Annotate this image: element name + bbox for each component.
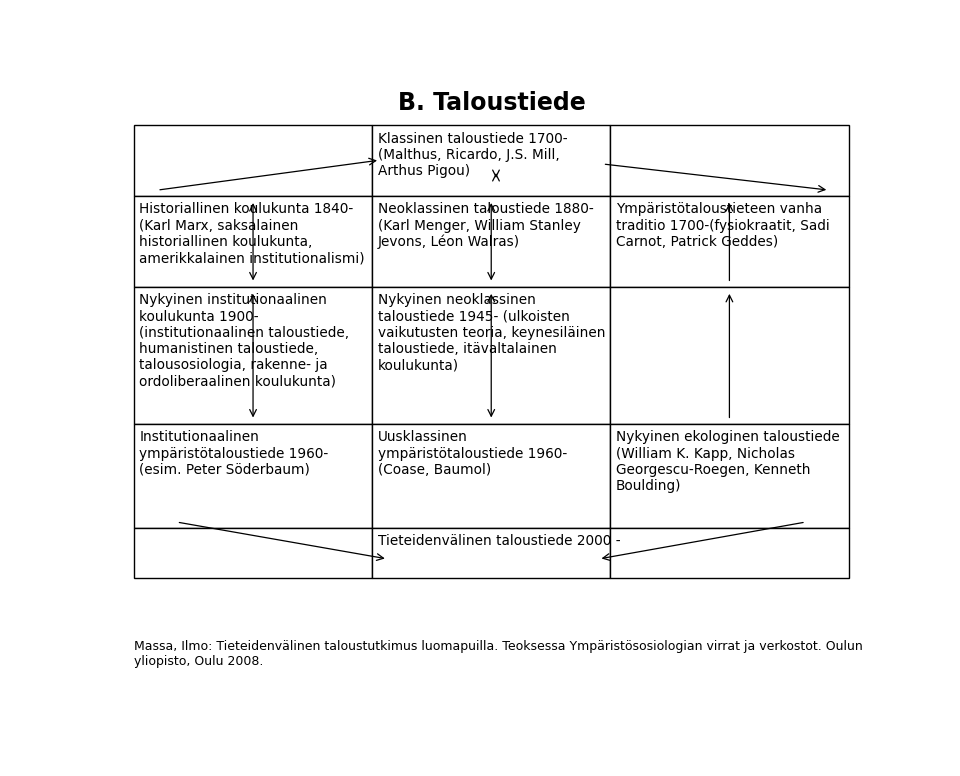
Bar	[372, 528, 611, 578]
Text: Nykyinen institutionaalinen
koulukunta 1900-
(institutionaalinen taloustiede,
hu: Nykyinen institutionaalinen koulukunta 1…	[139, 293, 349, 388]
Text: B. Taloustiede: B. Taloustiede	[398, 91, 586, 115]
Text: Klassinen taloustiede 1700-
(Malthus, Ricardo, J.S. Mill,
Arthus Pigou): Klassinen taloustiede 1700- (Malthus, Ri…	[377, 132, 567, 178]
Text: Institutionaalinen
ympäristötaloustiede 1960-
(esim. Peter Söderbaum): Institutionaalinen ympäristötaloustiede …	[139, 431, 328, 476]
Text: Tieteidenvälinen taloustiede 2000 -: Tieteidenvälinen taloustiede 2000 -	[377, 535, 620, 549]
Bar	[134, 424, 372, 528]
Bar	[372, 196, 611, 287]
Bar	[611, 528, 849, 578]
Bar	[372, 424, 611, 528]
Bar	[134, 126, 372, 196]
Text: Nykyinen neoklassinen
taloustiede 1945- (ulkoisten
vaikutusten teoria, keynesilä: Nykyinen neoklassinen taloustiede 1945- …	[377, 293, 605, 372]
Text: Nykyinen ekologinen taloustiede
(William K. Kapp, Nicholas
Georgescu-Roegen, Ken: Nykyinen ekologinen taloustiede (William…	[615, 431, 839, 493]
Bar	[134, 287, 372, 424]
Bar	[611, 196, 849, 287]
Text: Historiallinen koulukunta 1840-
(Karl Marx, saksalainen
historiallinen koulukunt: Historiallinen koulukunta 1840- (Karl Ma…	[139, 203, 365, 265]
Text: Uusklassinen
ympäristötaloustiede 1960-
(Coase, Baumol): Uusklassinen ympäristötaloustiede 1960- …	[377, 431, 566, 476]
Text: Neoklassinen taloustiede 1880-
(Karl Menger, William Stanley
Jevons, Léon Walras: Neoklassinen taloustiede 1880- (Karl Men…	[377, 203, 593, 249]
Bar	[134, 528, 372, 578]
Bar	[611, 287, 849, 424]
Bar	[372, 287, 611, 424]
Bar	[134, 196, 372, 287]
Text: Massa, Ilmo: Tieteidenvälinen taloustutkimus luomapuilla. Teoksessa Ympäristösos: Massa, Ilmo: Tieteidenvälinen taloustutk…	[134, 640, 863, 668]
Bar	[611, 424, 849, 528]
Bar	[372, 126, 611, 196]
Bar	[611, 126, 849, 196]
Text: Ympäristötaloustieteen vanha
traditio 1700-(fysiokraatit, Sadi
Carnot, Patrick G: Ympäristötaloustieteen vanha traditio 17…	[615, 203, 829, 249]
